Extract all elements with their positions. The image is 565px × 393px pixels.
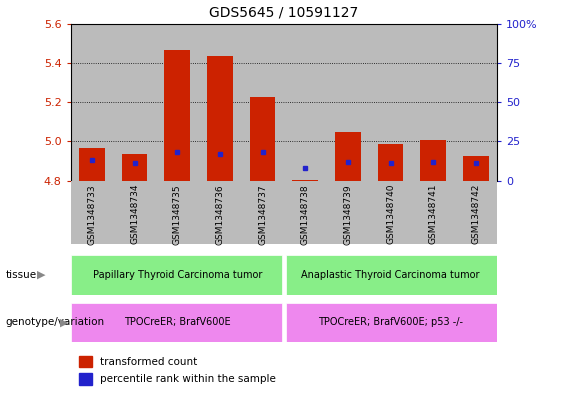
Bar: [164, 50, 190, 181]
Bar: [293, 180, 318, 181]
Bar: [420, 140, 446, 181]
Text: Papillary Thyroid Carcinoma tumor: Papillary Thyroid Carcinoma tumor: [93, 270, 262, 280]
Text: percentile rank within the sample: percentile rank within the sample: [101, 374, 276, 384]
Bar: [412, 24, 454, 181]
Bar: [79, 356, 92, 367]
Text: GSM1348737: GSM1348737: [258, 184, 267, 244]
Bar: [378, 144, 403, 181]
Text: GSM1348741: GSM1348741: [429, 184, 438, 244]
Bar: [327, 181, 370, 244]
Bar: [113, 24, 156, 181]
Title: GDS5645 / 10591127: GDS5645 / 10591127: [209, 6, 359, 20]
Text: GSM1348740: GSM1348740: [386, 184, 395, 244]
Text: TPOCreER; BrafV600E; p53 -/-: TPOCreER; BrafV600E; p53 -/-: [318, 317, 463, 327]
Bar: [284, 181, 327, 244]
Text: genotype/variation: genotype/variation: [6, 317, 105, 327]
Text: GSM1348736: GSM1348736: [215, 184, 224, 244]
Bar: [199, 181, 241, 244]
Bar: [412, 181, 454, 244]
Text: TPOCreER; BrafV600E: TPOCreER; BrafV600E: [124, 317, 231, 327]
Bar: [241, 181, 284, 244]
Bar: [122, 154, 147, 181]
Bar: [71, 24, 113, 181]
Bar: [79, 373, 92, 385]
Bar: [250, 97, 275, 181]
Bar: [284, 24, 327, 181]
Text: tissue: tissue: [6, 270, 37, 280]
Bar: [113, 181, 156, 244]
Bar: [327, 24, 370, 181]
Text: transformed count: transformed count: [101, 356, 198, 367]
Bar: [454, 181, 497, 244]
Bar: [156, 24, 199, 181]
Bar: [71, 181, 113, 244]
Bar: [370, 181, 412, 244]
Bar: [79, 148, 105, 181]
Text: ▶: ▶: [37, 270, 45, 280]
Bar: [335, 132, 360, 181]
Bar: [370, 24, 412, 181]
Bar: [199, 24, 241, 181]
Text: GSM1348742: GSM1348742: [471, 184, 480, 244]
Bar: [156, 181, 199, 244]
Bar: [454, 24, 497, 181]
Text: GSM1348735: GSM1348735: [173, 184, 182, 244]
Text: GSM1348739: GSM1348739: [344, 184, 353, 244]
Text: GSM1348734: GSM1348734: [130, 184, 139, 244]
Bar: [241, 24, 284, 181]
Bar: [286, 255, 497, 295]
Bar: [286, 303, 497, 342]
Text: ▶: ▶: [60, 317, 69, 327]
Bar: [71, 303, 282, 342]
Bar: [463, 156, 489, 181]
Text: GSM1348733: GSM1348733: [88, 184, 97, 244]
Bar: [71, 255, 282, 295]
Bar: [207, 56, 233, 181]
Text: GSM1348738: GSM1348738: [301, 184, 310, 244]
Text: Anaplastic Thyroid Carcinoma tumor: Anaplastic Thyroid Carcinoma tumor: [301, 270, 480, 280]
